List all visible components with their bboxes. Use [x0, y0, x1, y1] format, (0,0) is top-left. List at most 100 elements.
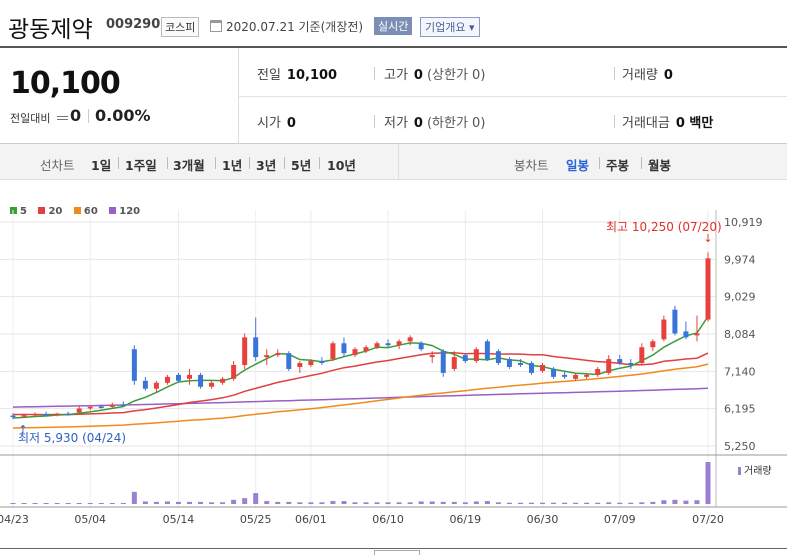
volume-bar [341, 501, 347, 504]
volume-bar [297, 502, 303, 504]
ma-line [12, 315, 709, 419]
tab-3month[interactable]: 3개월 [173, 158, 205, 173]
tab-1year[interactable]: 1년 [222, 158, 243, 173]
candle-body [396, 341, 402, 346]
change-percent: 0.00% [95, 106, 151, 125]
candle-body [584, 374, 590, 377]
volume-bar [142, 501, 148, 504]
candle-body [352, 349, 358, 356]
realtime-button[interactable]: 실시간 [374, 17, 413, 35]
volume-bar [264, 501, 270, 504]
x-tick-label: 06/19 [449, 513, 481, 526]
trade-amount: 거래대금 0 백만 [622, 112, 713, 131]
tab-1week[interactable]: 1주일 [125, 158, 157, 173]
volume-bar [683, 500, 689, 504]
y-tick-label: 6,195 [724, 403, 756, 416]
volume-bar [451, 501, 457, 504]
tab-5year[interactable]: 5년 [291, 158, 312, 173]
volume-bar [209, 502, 215, 504]
tab-weekly-candle[interactable]: 주봉 [606, 158, 630, 173]
high-label: 고가 [384, 68, 408, 83]
volume-bar [628, 502, 634, 504]
change-value: 0 [70, 106, 82, 125]
candle-body [495, 351, 501, 364]
candle-body [628, 363, 634, 365]
lower-limit: (하한가 0) [426, 116, 486, 131]
volume-bar [242, 498, 248, 504]
tab-daily-candle[interactable]: 일봉 [566, 158, 590, 173]
company-overview-dropdown[interactable]: 기업개요 ▾ [420, 17, 480, 37]
tab-monthly-candle[interactable]: 월봉 [648, 158, 672, 173]
volume-bar [220, 502, 226, 504]
candle-body [374, 343, 380, 348]
volume-bar [595, 502, 601, 504]
candle-body [562, 374, 568, 377]
volume-bar [10, 503, 16, 504]
scroll-handle[interactable] [374, 550, 420, 555]
volume-bar [694, 500, 700, 504]
x-tick-label: 06/01 [295, 513, 327, 526]
candle-body [573, 374, 579, 379]
candle-body [462, 355, 468, 362]
divider [215, 157, 216, 169]
candle-body [617, 359, 623, 364]
prev-close-value: 10,100 [286, 68, 338, 83]
candle-body [473, 349, 479, 362]
candle-body [551, 368, 557, 377]
volume-bar [65, 503, 71, 504]
volume-bar [286, 501, 292, 504]
low-value: 0 [413, 116, 423, 131]
candle-body [109, 404, 115, 407]
volume-bar [187, 501, 193, 504]
legend-swatch [38, 207, 46, 214]
volume-bar [131, 491, 137, 504]
legend-item: 60 [73, 206, 98, 217]
y-tick-label: 9,974 [724, 253, 756, 266]
volume-bar [275, 501, 281, 504]
divider [88, 109, 89, 123]
volume-bar [506, 502, 512, 504]
volume-bar [495, 502, 501, 504]
volume-bar [484, 501, 490, 504]
volume-bar [43, 503, 49, 504]
candle-body [694, 333, 700, 336]
overview-label: 기업개요 [425, 21, 466, 34]
volume-bar [396, 502, 402, 504]
x-tick-label: 04/23 [0, 513, 29, 526]
candle-body [297, 363, 303, 367]
volume-bar [517, 502, 523, 504]
candle-body [98, 406, 104, 408]
x-tick-label: 05/14 [163, 513, 195, 526]
tab-1day[interactable]: 1일 [91, 158, 112, 173]
divider [374, 67, 375, 80]
ma-line [13, 351, 709, 416]
candle-body [231, 364, 237, 379]
volume-bar [253, 493, 259, 504]
candle-body [164, 376, 170, 383]
candle-body [253, 337, 259, 358]
volume-bar [164, 501, 170, 504]
volume-label: 거래량 [744, 465, 772, 477]
trade-amount-value: 0 백만 [675, 116, 714, 131]
candle-body [363, 347, 369, 352]
volume-bar [429, 501, 435, 504]
volume-bar [573, 502, 579, 504]
candle-body [198, 374, 204, 387]
candle-body [705, 258, 711, 320]
volume-value: 0 [663, 68, 673, 83]
volume-label: 거래량 [622, 68, 658, 83]
tab-3year[interactable]: 3년 [256, 158, 277, 173]
divider [167, 157, 168, 169]
y-tick-label: 9,029 [724, 291, 756, 304]
tab-10year[interactable]: 10년 [327, 158, 356, 173]
open-price: 시가 0 [257, 112, 296, 131]
volume-bar [175, 501, 181, 504]
divider [599, 157, 600, 169]
candle-body [429, 355, 435, 358]
candle-body [54, 413, 60, 416]
volume-bar [540, 502, 546, 504]
volume-bar [639, 502, 645, 504]
volume-bar [319, 502, 325, 504]
company-name: 광동제약 [8, 17, 93, 43]
x-tick-label: 05/25 [240, 513, 272, 526]
